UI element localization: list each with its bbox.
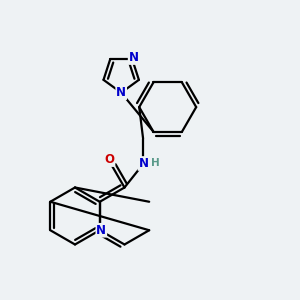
Text: H: H bbox=[151, 158, 160, 169]
Text: N: N bbox=[116, 86, 126, 99]
Text: N: N bbox=[129, 51, 139, 64]
Text: N: N bbox=[96, 224, 106, 237]
Text: N: N bbox=[138, 157, 148, 170]
Text: O: O bbox=[104, 153, 115, 166]
